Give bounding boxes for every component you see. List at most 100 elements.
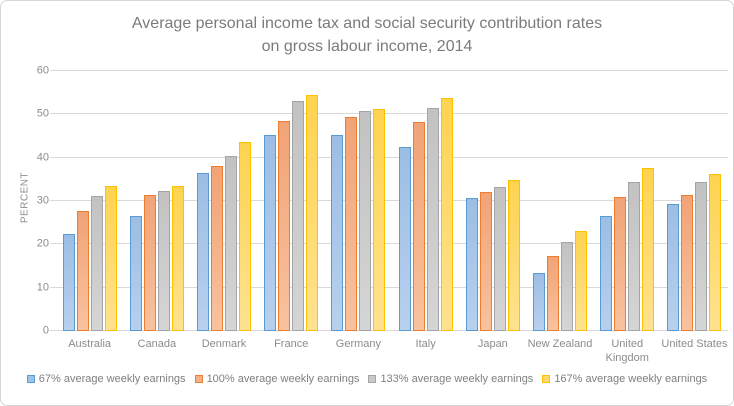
gridline-10 [50, 286, 728, 288]
gridline-60 [50, 70, 728, 71]
y-tick-label-40: 40 [36, 151, 49, 164]
x-label-united-kingdom: United Kingdom [594, 337, 661, 365]
bar-united-states-100- [681, 194, 694, 331]
legend-marker-icon [542, 375, 551, 383]
bar-canada-100- [143, 194, 156, 331]
legend-item-167-: 167% average weekly earnings [542, 373, 707, 385]
bar-france-100- [278, 120, 291, 331]
x-label-text-australia: Australia [68, 338, 111, 350]
x-label-denmark: Denmark [190, 337, 257, 365]
bar-germany-67- [331, 135, 344, 331]
bar-france-67- [264, 134, 277, 331]
x-label-canada: Canada [123, 337, 190, 365]
gridline-0 [50, 330, 728, 331]
x-label-text-canada: Canada [137, 338, 177, 350]
bar-group-canada [123, 71, 190, 331]
bar-germany-100- [345, 117, 358, 331]
x-label-japan: Japan [459, 337, 526, 365]
bar-denmark-67- [197, 173, 209, 331]
bar-group-germany [325, 71, 392, 331]
y-tick-label-30: 30 [36, 194, 49, 207]
legend-marker-icon [26, 375, 35, 383]
x-label-text-denmark: Denmark [201, 338, 247, 350]
chart-title: Average personal income tax and social s… [1, 12, 733, 58]
bar-canada-67- [129, 215, 142, 331]
x-label-text-france: France [274, 338, 309, 350]
bar-group-italy [392, 71, 459, 331]
legend-label: 67% average weekly earnings [38, 373, 186, 385]
bar-group-denmark [190, 71, 257, 331]
bar-italy-67- [398, 147, 411, 331]
bar-france-167- [306, 95, 319, 331]
legend-marker-icon [194, 375, 203, 383]
plot-area [50, 70, 728, 331]
bar-new-zealand-167- [575, 231, 588, 331]
bars [56, 71, 728, 331]
gridline-20 [50, 243, 728, 245]
bar-denmark-133- [225, 156, 237, 331]
bar-australia-167- [104, 186, 117, 331]
bar-group-france [258, 71, 325, 331]
bar-italy-133- [426, 107, 439, 331]
bar-japan-167- [507, 180, 520, 331]
x-label-text-italy: Italy [415, 338, 436, 350]
bar-australia-100- [76, 210, 89, 331]
chart-title-line1: Average personal income tax and social s… [131, 15, 603, 32]
x-label-text-united-states: United States [661, 338, 728, 350]
bar-group-australia [56, 71, 123, 331]
bar-germany-133- [359, 110, 372, 331]
legend-item-133-: 133% average weekly earnings [368, 373, 533, 385]
bar-united-states-67- [667, 204, 680, 331]
bar-united-kingdom-67- [600, 216, 613, 331]
y-tick-label-20: 20 [36, 237, 49, 250]
chart-title-line2: on gross labour income, 2014 [261, 38, 473, 55]
legend: 67% average weekly earnings 100% average … [1, 373, 733, 385]
bar-japan-100- [479, 192, 492, 331]
y-tick-label-60: 60 [36, 64, 49, 77]
legend-label: 167% average weekly earnings [554, 373, 708, 385]
x-label-text-japan: Japan [477, 338, 508, 350]
x-axis: Australia Canada Denmark France Germany Italy… [56, 337, 728, 365]
bar-germany-167- [373, 108, 386, 331]
bar-italy-167- [440, 97, 453, 331]
x-label-new-zealand: New Zealand [526, 337, 593, 365]
bar-group-japan [459, 71, 526, 331]
y-axis: 0 10 20 30 40 50 60 [13, 65, 49, 336]
bar-denmark-167- [239, 142, 251, 331]
bar-denmark-100- [211, 166, 223, 331]
bar-canada-167- [171, 186, 184, 331]
x-label-text-germany: Germany [335, 338, 382, 350]
bar-new-zealand-67- [533, 272, 546, 331]
bar-group-united-states [661, 71, 728, 331]
bar-france-133- [292, 101, 305, 331]
bar-united-states-133- [695, 181, 708, 331]
x-label-germany: Germany [325, 337, 392, 365]
bar-canada-133- [157, 190, 170, 331]
gridline-30 [50, 200, 728, 201]
bar-group-new-zealand [526, 71, 593, 331]
x-label-text-united-kingdom: United Kingdom [605, 338, 649, 364]
x-label-france: France [258, 337, 325, 365]
bar-new-zealand-100- [547, 256, 560, 331]
bar-new-zealand-133- [561, 242, 574, 331]
legend-label: 133% average weekly earnings [380, 373, 534, 385]
bar-australia-67- [62, 234, 75, 331]
bar-group-united-kingdom [594, 71, 661, 331]
bar-united-kingdom-100- [614, 196, 627, 331]
x-label-united-states: United States [661, 337, 728, 365]
x-label-italy: Italy [392, 337, 459, 365]
y-tick-label-50: 50 [36, 107, 49, 120]
x-label-text-new-zealand: New Zealand [527, 338, 593, 350]
y-tick-label-10: 10 [36, 281, 49, 294]
legend-item-67-: 67% average weekly earnings [26, 373, 186, 385]
x-label-australia: Australia [56, 337, 123, 365]
legend-marker-icon [368, 375, 377, 383]
legend-item-100-: 100% average weekly earnings [194, 373, 359, 385]
bar-united-kingdom-167- [642, 168, 655, 331]
bar-japan-133- [493, 187, 506, 331]
y-tick-label-0: 0 [42, 324, 49, 337]
gridline-50 [50, 113, 728, 115]
gridline-40 [50, 156, 728, 158]
bar-italy-100- [412, 122, 425, 331]
